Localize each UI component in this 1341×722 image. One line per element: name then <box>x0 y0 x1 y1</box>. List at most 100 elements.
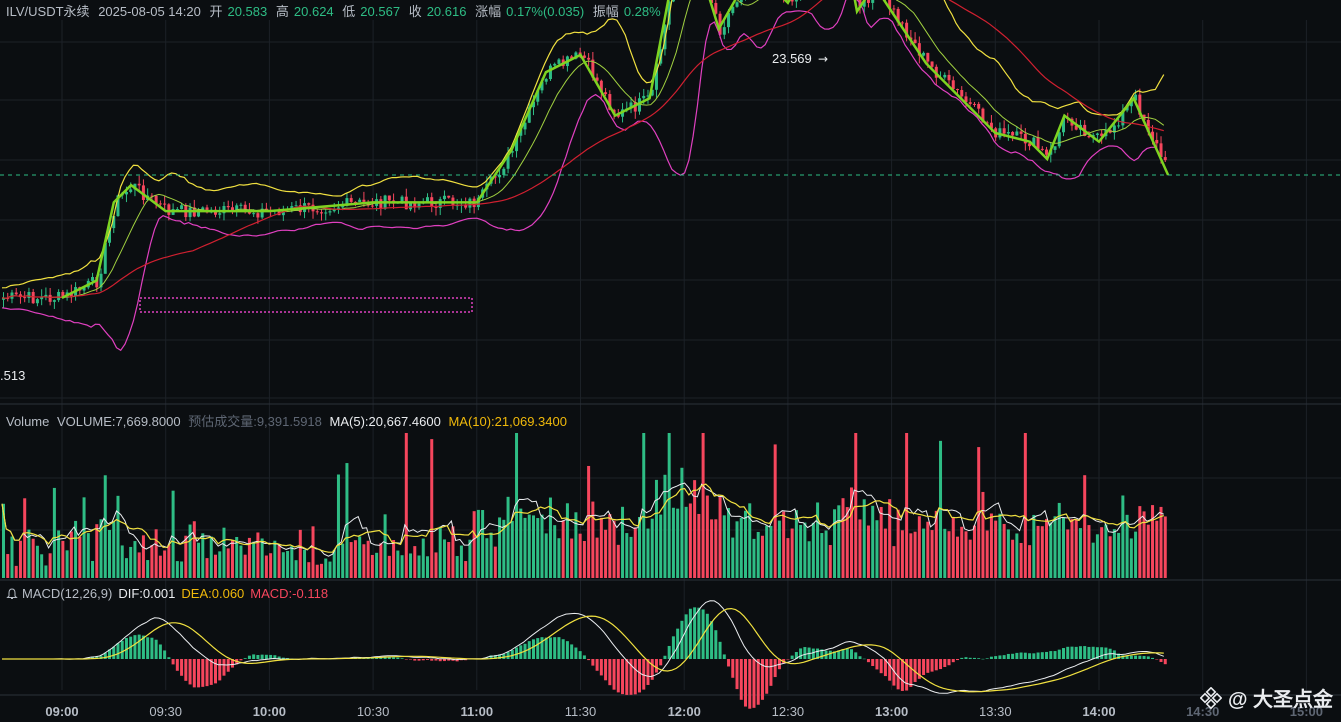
volume-bar <box>663 474 667 578</box>
macd-bar <box>896 659 900 690</box>
volume-bar <box>883 528 887 578</box>
volume-bar <box>1138 506 1142 578</box>
volume-pane[interactable] <box>1 433 1167 578</box>
watermark: @ 大圣点金 <box>1199 683 1333 712</box>
macd-bar <box>1040 652 1044 659</box>
macd-bar <box>803 647 807 659</box>
bell-icon[interactable] <box>6 587 18 600</box>
time-tick-label: 11:00 <box>461 704 494 719</box>
volume-bar <box>527 514 531 578</box>
macd-bar <box>239 659 243 661</box>
volume-bar <box>57 530 61 578</box>
macd-bar <box>532 639 535 659</box>
volume-bar <box>956 536 959 578</box>
close-label: 收 <box>408 4 422 19</box>
volume-bar <box>1062 517 1065 578</box>
volume-bar <box>27 529 31 578</box>
volume-bar <box>744 510 747 578</box>
volume-bar <box>1129 538 1133 578</box>
candle-body <box>476 197 480 208</box>
close-value: 20.616 <box>426 4 467 19</box>
volume-bar <box>48 553 52 578</box>
macd-bar <box>951 659 955 663</box>
candle-body <box>998 128 1002 138</box>
volume-bar <box>307 562 311 578</box>
volume-bar <box>1057 502 1061 578</box>
candle-body <box>116 195 120 217</box>
volume-bar <box>960 526 964 578</box>
macd-bar <box>684 614 688 659</box>
volume-bar <box>281 552 285 578</box>
volume-bar <box>476 509 480 578</box>
macd-bar <box>659 659 663 666</box>
volume-bar <box>642 433 646 578</box>
volume-bar <box>324 558 328 578</box>
volume-bar <box>756 531 760 578</box>
macd-dea-line <box>2 607 1164 693</box>
volume-bar <box>790 528 794 578</box>
macd-bar <box>837 650 841 659</box>
macd-bar <box>845 648 849 659</box>
macd-bar <box>188 659 192 685</box>
volume-bar <box>349 542 353 578</box>
macd-value: MACD:-0.118 <box>250 586 329 601</box>
macd-bar <box>370 658 374 659</box>
amplitude-label: 振幅 <box>592 4 619 19</box>
volume-bar <box>396 550 400 578</box>
macd-dif-line <box>2 600 1164 694</box>
candle-body <box>1117 125 1121 127</box>
macd-bar <box>383 656 387 659</box>
candle-body <box>260 208 264 218</box>
volume-bar <box>1100 527 1104 578</box>
macd-bar <box>900 659 904 691</box>
candle-body <box>400 196 404 202</box>
candle-body <box>409 201 413 210</box>
volume-bar <box>328 561 332 578</box>
macd-bar <box>769 659 773 686</box>
macd-bar <box>1146 656 1150 659</box>
candle-body <box>1159 143 1163 158</box>
macd-bar <box>871 659 875 666</box>
volume-bar <box>909 533 913 578</box>
macd-bar <box>175 659 179 671</box>
candle-body <box>1053 146 1057 150</box>
macd-bar <box>909 659 913 687</box>
macd-dea: DEA:0.060 <box>181 586 245 601</box>
candle-body <box>570 56 574 59</box>
candle-body <box>464 204 468 208</box>
candle-body <box>515 135 519 152</box>
volume-bar <box>786 538 790 578</box>
volume-bar <box>667 433 671 578</box>
macd-bar <box>654 659 658 673</box>
volume-bar <box>192 521 196 578</box>
volume-bar <box>82 497 86 578</box>
volume-bar <box>854 433 858 578</box>
volume-bar <box>510 520 514 578</box>
volume-bar <box>417 555 421 578</box>
volume-bar <box>23 498 27 578</box>
candle-body <box>307 203 311 205</box>
volume-bar <box>769 525 773 578</box>
volume-bar <box>1078 528 1082 578</box>
macd-bar <box>1151 657 1155 659</box>
volume-bar <box>943 528 947 578</box>
candle-body <box>591 59 595 78</box>
volume-bar <box>112 521 116 578</box>
candle-body <box>989 122 993 129</box>
macd-pane[interactable] <box>2 600 1167 709</box>
volume-bar <box>421 538 425 578</box>
symbol-name[interactable]: ILV/USDT永续 <box>6 4 90 19</box>
volume-bar <box>409 553 413 578</box>
volume-bar <box>714 519 718 578</box>
macd-bar <box>786 659 790 660</box>
candle-body <box>1129 100 1133 107</box>
macd-bar <box>1138 655 1142 659</box>
volume-bar <box>671 507 675 578</box>
macd-bar <box>1163 659 1167 665</box>
macd-bar <box>892 659 896 686</box>
volume-bar <box>502 519 506 578</box>
macd-bar <box>854 652 858 659</box>
price-pane[interactable] <box>1 0 1170 352</box>
candle-body <box>913 39 917 44</box>
